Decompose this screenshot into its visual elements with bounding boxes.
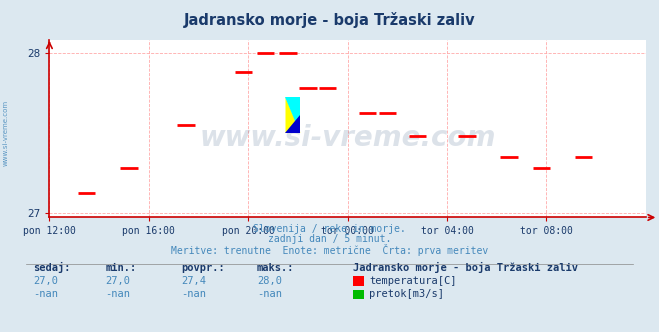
Text: 27,0: 27,0 [105,276,130,286]
Text: Slovenija / reke in morje.: Slovenija / reke in morje. [253,224,406,234]
Text: 27,0: 27,0 [33,276,58,286]
Text: -nan: -nan [257,289,282,299]
Text: Jadransko morje - boja Tržaski zaliv: Jadransko morje - boja Tržaski zaliv [184,12,475,28]
Text: www.si-vreme.com: www.si-vreme.com [2,100,9,166]
Text: -nan: -nan [33,289,58,299]
Text: pretok[m3/s]: pretok[m3/s] [369,289,444,299]
Text: temperatura[C]: temperatura[C] [369,276,457,286]
Text: sedaj:: sedaj: [33,262,71,273]
Text: Meritve: trenutne  Enote: metrične  Črta: prva meritev: Meritve: trenutne Enote: metrične Črta: … [171,244,488,256]
Polygon shape [285,98,301,133]
Text: -nan: -nan [181,289,206,299]
Text: 28,0: 28,0 [257,276,282,286]
Text: Jadransko morje - boja Tržaski zaliv: Jadransko morje - boja Tržaski zaliv [353,262,577,273]
Text: min.:: min.: [105,263,136,273]
Text: povpr.:: povpr.: [181,263,225,273]
Polygon shape [285,115,301,133]
Text: 27,4: 27,4 [181,276,206,286]
Text: www.si-vreme.com: www.si-vreme.com [200,124,496,151]
Text: -nan: -nan [105,289,130,299]
Polygon shape [285,98,301,133]
Text: maks.:: maks.: [257,263,295,273]
Text: zadnji dan / 5 minut.: zadnji dan / 5 minut. [268,234,391,244]
